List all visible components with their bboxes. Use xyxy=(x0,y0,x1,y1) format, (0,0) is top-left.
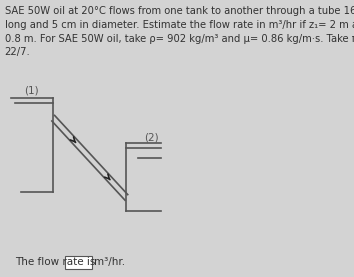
Text: (2): (2) xyxy=(144,132,158,142)
Text: (1): (1) xyxy=(24,86,39,96)
FancyBboxPatch shape xyxy=(64,256,92,269)
Text: SAE 50W oil at 20°C flows from one tank to another through a tube 165 cm
long an: SAE 50W oil at 20°C flows from one tank … xyxy=(5,6,354,57)
Text: The flow rate is: The flow rate is xyxy=(15,257,95,267)
Text: m³/hr.: m³/hr. xyxy=(95,257,126,267)
